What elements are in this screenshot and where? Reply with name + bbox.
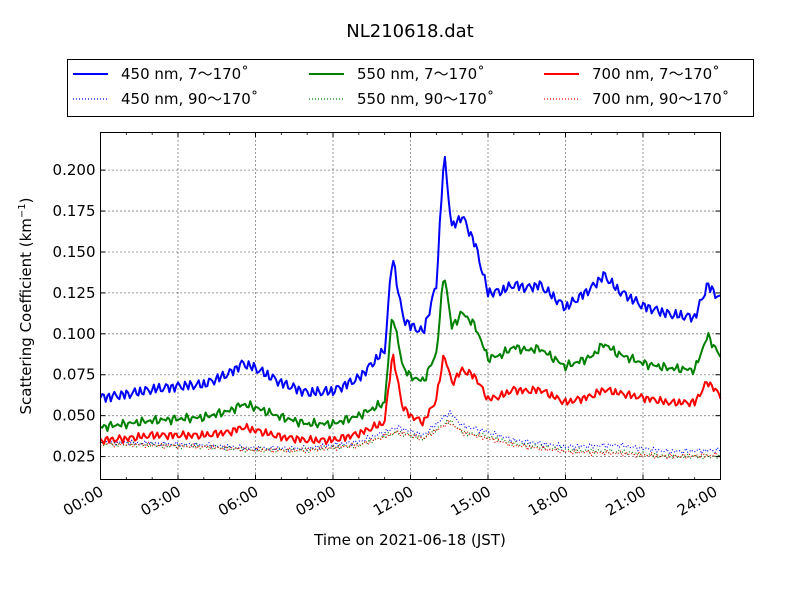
legend-box xyxy=(67,59,754,117)
legend-item: 700 nm, 90～170˚ xyxy=(544,90,729,108)
legend-item: 450 nm, 90～170˚ xyxy=(73,90,258,108)
legend-label: 450 nm, 7～170˚ xyxy=(121,65,249,83)
legend-label: 550 nm, 7～170˚ xyxy=(357,65,485,83)
series-line xyxy=(99,353,722,446)
series-layer xyxy=(99,155,722,460)
x-tick-label: 15:00 xyxy=(448,482,494,519)
series-line xyxy=(99,410,722,455)
y-axis-label-main: Scattering Coefficient (km xyxy=(17,218,35,414)
legend-label: 700 nm, 90～170˚ xyxy=(592,90,729,108)
series-line xyxy=(99,155,721,403)
x-tick-label: 06:00 xyxy=(215,482,261,519)
y-tick-label: 0.075 xyxy=(53,366,96,384)
legend-item: 550 nm, 90～170˚ xyxy=(309,90,494,108)
x-tick-label: 21:00 xyxy=(603,482,649,519)
grid-lines xyxy=(100,132,721,480)
x-tick-label: 03:00 xyxy=(138,482,184,519)
x-tick-label: 00:00 xyxy=(60,482,106,519)
legend: 450 nm, 7～170˚ 550 nm, 7～170˚ 700 nm, 7～17… xyxy=(67,59,754,117)
series-line xyxy=(100,279,722,433)
y-tick-label: 0.125 xyxy=(53,284,96,302)
x-axis-label: Time on 2021-06-18 (JST) xyxy=(313,531,506,549)
legend-label: 550 nm, 90～170˚ xyxy=(357,90,494,108)
y-tick-label: 0.025 xyxy=(53,448,96,466)
y-tick-label: 0.100 xyxy=(53,325,96,343)
legend-label: 700 nm, 7～170˚ xyxy=(592,65,720,83)
y-axis-label: Scattering Coefficient (km−1) xyxy=(17,197,35,414)
legend-label: 450 nm, 90～170˚ xyxy=(121,90,258,108)
y-tick-label: 0.175 xyxy=(53,202,96,220)
y-axis-label-sup: −1 xyxy=(17,203,28,218)
y-tick-label: 0.050 xyxy=(53,407,96,425)
y-axis-label-tail: ) xyxy=(17,197,35,203)
chart-title: NL210618.dat xyxy=(346,21,473,42)
legend-item: 550 nm, 7～170˚ xyxy=(309,65,485,83)
legend-item: 450 nm, 7～170˚ xyxy=(73,65,249,83)
x-tick-label: 24:00 xyxy=(674,482,720,519)
y-tick-label: 0.200 xyxy=(53,161,96,179)
x-tick-label: 18:00 xyxy=(525,482,571,519)
x-tick-label: 12:00 xyxy=(370,482,416,519)
legend-item: 700 nm, 7～170˚ xyxy=(544,65,720,83)
x-tick-label: 09:00 xyxy=(293,482,339,519)
y-tick-label: 0.150 xyxy=(53,243,96,261)
